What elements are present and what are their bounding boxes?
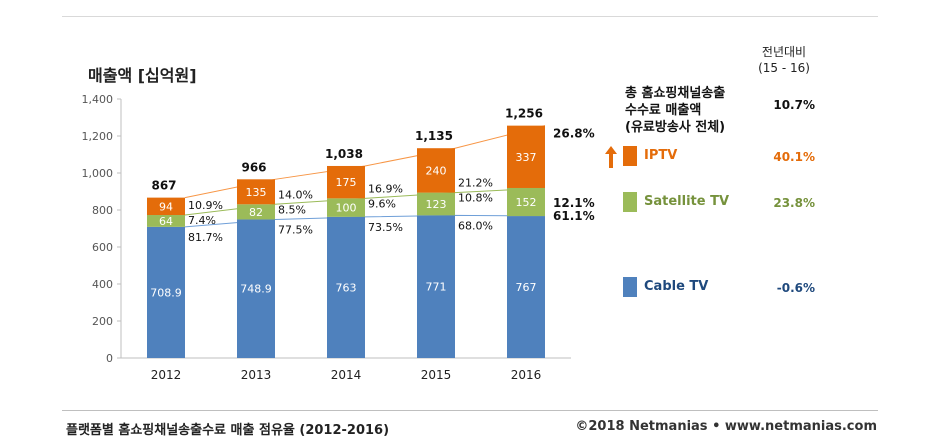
y-tick-label: 400 [92, 278, 113, 291]
cable-share-label: 77.5% [278, 223, 313, 236]
bar-satellite [507, 187, 545, 217]
bar-iptv [327, 165, 365, 199]
bar-satellite-value-label: 82 [249, 206, 263, 219]
bar-iptv [417, 148, 455, 193]
top-divider [62, 16, 878, 17]
bar-cable [327, 216, 365, 358]
bar-satellite [327, 198, 365, 217]
legend-swatch-satellite [623, 192, 637, 212]
bar-cable-value-label: 771 [426, 281, 447, 294]
cable-share-label: 81.7% [188, 231, 223, 244]
iptv-share-label: 26.8% [553, 127, 595, 141]
bar-satellite [417, 192, 455, 216]
iptv-share-label: 16.9% [368, 182, 403, 195]
bar-total-label: 867 [151, 179, 176, 193]
legend-swatch-cable [623, 277, 637, 297]
yoy-satellite-value: 23.8% [773, 196, 815, 210]
bar-satellite [237, 204, 275, 220]
bar-iptv-value-label: 337 [516, 151, 537, 164]
bar-satellite [147, 215, 185, 227]
legend-total-line1: 총 홈쇼핑채널송출 [625, 86, 726, 101]
bar-iptv [507, 125, 545, 188]
y-tick-label: 600 [92, 241, 113, 254]
legend-total-line2: 수수료 매출액 [625, 103, 702, 118]
figure-caption: 플랫폼별 홈쇼핑채널송출수료 매출 점유율 (2012-2016) [66, 423, 390, 438]
bar-cable-value-label: 708.9 [150, 286, 182, 299]
bar-cable-value-label: 763 [336, 281, 357, 294]
satellite-share-label: 8.5% [278, 203, 306, 216]
bar-cable-value-label: 748.9 [240, 283, 272, 296]
satellite-share-label: 10.8% [458, 192, 493, 205]
bar-iptv [147, 197, 185, 216]
bar-cable [147, 226, 185, 358]
bar-iptv-value-label: 175 [336, 176, 357, 189]
cable-share-label: 61.1% [553, 209, 595, 223]
bar-satellite-value-label: 64 [159, 215, 173, 228]
bar-iptv-value-label: 240 [426, 164, 447, 177]
bar-satellite-value-label: 100 [336, 202, 357, 215]
y-tick-label: 1,400 [82, 93, 114, 106]
legend-total: 총 홈쇼핑채널송출 수수료 매출액 (유료방송사 전체) [625, 85, 725, 136]
y-tick-label: 1,200 [82, 130, 114, 143]
bar-cable [507, 216, 545, 358]
yoy-iptv-value: 40.1% [773, 150, 815, 164]
legend-label-satellite: Satellite TV [644, 194, 730, 209]
legend-label-cable: Cable TV [644, 279, 709, 294]
y-tick-label: 0 [106, 352, 113, 365]
x-tick-label: 2016 [511, 368, 542, 382]
up-arrow-icon [605, 146, 617, 168]
cable-share-label: 73.5% [368, 221, 403, 234]
bar-total-label: 1,135 [415, 129, 453, 143]
bar-iptv [237, 179, 275, 205]
x-tick-label: 2015 [421, 368, 452, 382]
iptv-share-label: 14.0% [278, 188, 313, 201]
x-tick-label: 2014 [331, 368, 362, 382]
x-tick-label: 2013 [241, 368, 272, 382]
bar-total-label: 1,038 [325, 147, 363, 161]
yoy-header-line1: 전년대비 [761, 45, 807, 59]
legend-label-iptv: IPTV [644, 148, 678, 163]
copyright: ©2018 Netmanias • www.netmanias.com [575, 419, 877, 434]
bar-cable-value-label: 767 [516, 281, 537, 294]
legend-total-line3: (유료방송사 전체) [625, 120, 726, 135]
satellite-share-label: 7.4% [188, 214, 216, 227]
iptv-share-label: 21.2% [458, 177, 493, 190]
y-tick-label: 200 [92, 315, 113, 328]
legend-swatch-iptv [623, 146, 637, 166]
y-tick-label: 1,000 [82, 167, 114, 180]
bar-cable [237, 219, 275, 358]
yoy-header: 전년대비 (15 - 16) [752, 44, 816, 76]
bar-total-label: 1,256 [505, 107, 543, 121]
bottom-divider [62, 410, 878, 411]
cable-share-label: 68.0% [458, 219, 493, 232]
bar-iptv-value-label: 94 [159, 200, 173, 213]
chart-title: 매출액 [십억원] [88, 66, 197, 85]
bar-satellite-value-label: 152 [516, 196, 537, 209]
x-tick-label: 2012 [151, 368, 182, 382]
yoy-cable-value: -0.6% [776, 281, 815, 295]
iptv-share-label: 10.9% [188, 199, 223, 212]
satellite-share-label: 9.6% [368, 197, 396, 210]
bar-iptv-value-label: 135 [246, 186, 267, 199]
bar-total-label: 966 [241, 160, 266, 174]
yoy-header-line2: (15 - 16) [758, 61, 810, 75]
bar-satellite-value-label: 123 [426, 198, 447, 211]
bar-cable [417, 215, 455, 358]
y-tick-label: 800 [92, 204, 113, 217]
satellite-share-label: 12.1% [553, 196, 595, 210]
yoy-total-value: 10.7% [773, 98, 815, 112]
